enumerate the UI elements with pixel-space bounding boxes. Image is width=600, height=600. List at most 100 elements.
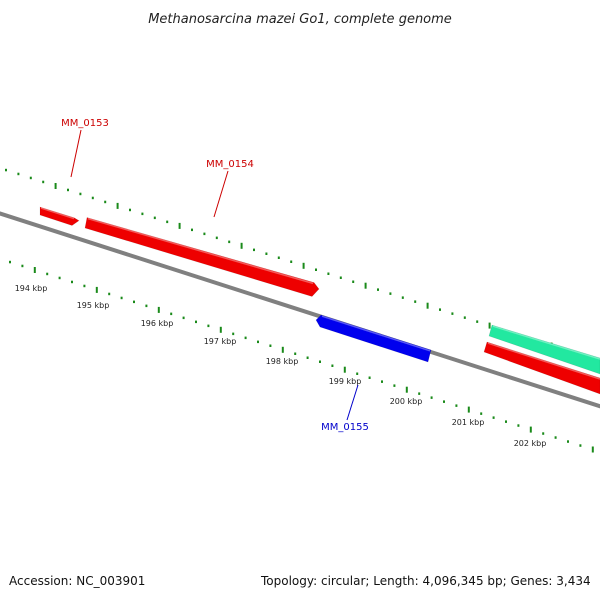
gene-mm-0153[interactable] [39,206,80,226]
outer-minor-tick [290,260,293,263]
scale-labels: 194 kbp 195 kbp 196 kbp 197 kbp 198 kbp 199 k… [15,284,547,448]
outer-minor-tick [5,168,7,172]
scale-label: 196 kbp [141,319,174,328]
inner-minor-tick [257,340,259,344]
inner-major-tick [405,386,408,393]
inner-minor-tick [356,372,359,375]
outer-major-tick [302,262,305,269]
inner-minor-tick [71,280,73,284]
map-title: Methanosarcina mazei Go1, complete genom… [148,12,452,27]
inner-minor-tick [21,264,24,268]
inner-minor-tick [368,376,371,379]
gene-label-mm-0154[interactable]: MM_0154 [206,159,254,170]
outer-major-tick [488,322,491,329]
scale-label: 195 kbp [77,301,110,310]
outer-minor-tick [389,292,392,295]
outer-major-tick [240,242,243,249]
gene-arrow-4[interactable] [483,341,600,395]
inner-minor-tick [554,436,557,439]
inner-minor-tick [269,344,272,347]
gene-track [39,206,600,395]
gene-highlight [40,207,75,220]
outer-minor-tick [401,296,404,299]
inner-minor-tick [517,424,520,427]
inner-major-tick [467,406,470,413]
inner-major-tick [343,366,346,373]
inner-minor-tick [145,304,148,308]
gene-highlight [321,315,431,352]
outer-minor-tick [327,272,330,275]
scale-label: 198 kbp [266,357,299,366]
outer-minor-tick [439,308,441,311]
gene-arrow-5[interactable] [488,324,600,375]
inner-minor-tick [418,392,421,395]
scale-label: 197 kbp [204,337,237,346]
gene-labels: MM_0153 MM_0154 MM_0155 [61,118,369,433]
accession-text: Accession: NC_003901 [9,574,146,588]
inner-minor-tick [108,292,111,296]
inner-minor-tick [294,352,297,355]
outer-minor-tick [29,176,32,180]
inner-minor-tick [46,272,49,276]
inner-minor-tick [567,440,569,443]
inner-minor-tick [443,400,445,403]
outer-minor-tick [315,268,317,271]
outer-minor-tick [352,280,355,283]
outer-minor-tick [253,248,255,252]
outer-minor-tick [17,172,20,176]
inner-major-tick [281,346,284,353]
genome-summary-text: Topology: circular; Length: 4,096,345 bp… [261,574,591,588]
inner-major-tick [219,326,222,333]
outer-minor-tick [141,212,144,216]
inner-minor-tick [505,420,507,423]
outer-minor-tick [215,236,218,240]
inner-minor-tick [393,384,396,387]
gene-label-leader [346,384,359,421]
outer-minor-tick [265,252,268,255]
outer-minor-tick [67,188,69,192]
inner-minor-tick [120,296,123,300]
outer-minor-tick [377,288,379,291]
inner-minor-tick [9,260,11,264]
scale-label: 200 kbp [390,397,423,406]
outer-minor-tick [203,232,206,236]
outer-minor-tick [104,200,107,204]
gene-mm-0155[interactable] [315,314,432,363]
inner-minor-tick [58,276,61,280]
outer-minor-tick [42,180,45,184]
gene-label-mm-0155[interactable]: MM_0155 [321,422,369,433]
outer-major-tick [178,222,181,229]
outer-minor-tick [129,208,131,212]
genome-backbone [0,211,600,409]
outer-major-tick [116,202,119,209]
inner-minor-tick [306,356,309,359]
outer-minor-tick [414,300,417,303]
inner-tick-track [9,260,594,453]
gene-label-leader [70,129,82,178]
outer-minor-tick [191,228,193,232]
outer-minor-tick [476,320,479,323]
outer-minor-tick [228,240,231,244]
inner-minor-tick [331,364,334,367]
scale-label: 194 kbp [15,284,48,293]
outer-minor-tick [339,276,342,279]
gene-label-leader [213,170,229,218]
inner-minor-tick [381,380,383,383]
inner-major-tick [157,306,160,313]
inner-minor-tick [542,432,545,435]
gene-label-mm-0153[interactable]: MM_0153 [61,118,109,129]
inner-minor-tick [455,404,458,407]
inner-minor-tick [83,284,86,288]
outer-minor-tick [451,312,454,315]
gene-highlight [492,325,600,360]
gene-highlight [487,342,600,380]
gene-mm-0154[interactable] [84,217,320,297]
inner-major-tick [33,267,36,273]
outer-major-tick [426,302,429,309]
inner-minor-tick [492,416,495,419]
inner-minor-tick [207,324,210,328]
inner-minor-tick [195,320,197,324]
outer-minor-tick [79,192,82,196]
inner-minor-tick [579,444,582,447]
